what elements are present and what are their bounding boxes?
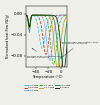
Text: Melting peak of eutectic CaCl2
crystallin hydrates: Melting peak of eutectic CaCl2 crystalli… [27,48,63,58]
Y-axis label: Normalized heat flow (W/g): Normalized heat flow (W/g) [6,14,10,58]
Text: Endothermic dissociation peak
of methane hydrates: Endothermic dissociation peak of methane… [61,41,99,58]
X-axis label: Temperature (°C): Temperature (°C) [32,75,62,79]
Legend: 20.5 MPa, 24.8 MPa, 13.0 MPa, 4.1 MPa, 44.1 MPa, 34.5 MPa, 6.9 MPa: 20.5 MPa, 24.8 MPa, 13.0 MPa, 4.1 MPa, 4… [24,84,70,91]
